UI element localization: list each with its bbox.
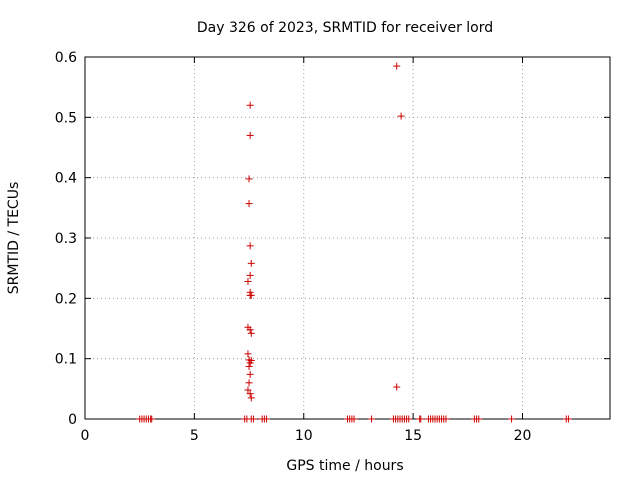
data-point (246, 370, 254, 378)
data-point (508, 415, 516, 423)
data-point (245, 175, 253, 183)
data-point (244, 386, 252, 394)
x-axis-label: GPS time / hours (286, 458, 403, 474)
data-point (249, 415, 257, 423)
data-point (246, 326, 254, 334)
data-point (475, 415, 483, 423)
y-axis-label: SRMTID / TECUs (6, 182, 22, 295)
y-tick-label: 0.6 (55, 50, 77, 66)
y-tick-label: 0 (68, 412, 77, 428)
data-point (417, 415, 425, 423)
data-point (368, 415, 376, 423)
data-point (393, 62, 401, 70)
data-point (442, 415, 450, 423)
data-point (244, 350, 252, 358)
data-point (397, 112, 405, 120)
data-point (564, 415, 572, 423)
x-tick-label: 15 (404, 428, 422, 444)
y-tick-label: 0.3 (55, 231, 77, 247)
data-point (247, 259, 255, 267)
data-point (247, 394, 255, 402)
y-tick-label: 0.4 (55, 171, 77, 187)
data-point (245, 200, 253, 208)
data-point (245, 379, 253, 387)
x-tick-label: 10 (295, 428, 313, 444)
data-points (136, 62, 572, 423)
y-tick-label: 0.1 (55, 352, 77, 368)
x-tick-label: 20 (514, 428, 532, 444)
data-point (245, 363, 253, 371)
x-tick-label: 0 (81, 428, 90, 444)
data-point (393, 383, 401, 391)
plot-frame (84, 56, 611, 420)
data-point (246, 131, 254, 139)
axis-ticks: 0 0.1 0.2 0.3 0.4 0.5 0.6 0 5 10 15 20 (55, 50, 610, 444)
x-tick-label: 5 (190, 428, 199, 444)
data-point (263, 415, 271, 423)
y-tick-label: 0.2 (55, 291, 77, 307)
data-point (246, 271, 254, 279)
grid (85, 57, 610, 419)
data-point (246, 242, 254, 250)
data-point (246, 101, 254, 109)
data-point (148, 415, 156, 423)
data-point (247, 329, 255, 337)
data-point (246, 291, 254, 299)
y-tick-label: 0.5 (55, 110, 77, 126)
data-point (350, 415, 358, 423)
data-point (246, 390, 254, 398)
data-point (405, 415, 413, 423)
chart-title: Day 326 of 2023, SRMTID for receiver lor… (197, 20, 493, 36)
data-point (244, 277, 252, 285)
data-point (247, 356, 255, 364)
